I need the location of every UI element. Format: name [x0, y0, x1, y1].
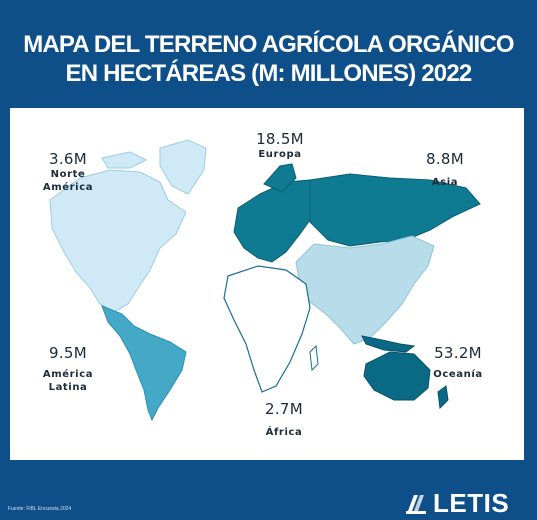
page-title: MAPA DEL TERRENO AGRÍCOLA ORGÁNICO EN HE…	[0, 30, 537, 88]
region-north-america	[49, 169, 187, 313]
value-africa: 2.7M	[265, 400, 303, 418]
label-north-america: 3.6M Norte América	[32, 150, 104, 194]
region-scandinavia	[263, 163, 297, 193]
region-latin-america	[101, 305, 187, 422]
source-note: Fuente: FiBL Encuesta 2024	[8, 506, 72, 512]
region-africa	[223, 265, 311, 393]
world-map-panel: 3.6M Norte América 18.5M Europa 8.8M Asi…	[10, 108, 524, 460]
letis-logo: LETIS	[404, 489, 509, 517]
region-asia	[295, 235, 435, 345]
label-europe: 18.5M Europa	[242, 130, 318, 161]
name-asia: Asia	[431, 177, 459, 188]
world-map	[49, 139, 481, 422]
name-north-america: Norte América	[42, 169, 94, 193]
region-oceania	[363, 351, 431, 401]
name-africa: África	[265, 427, 303, 438]
region-indonesia	[361, 335, 416, 353]
value-asia: 8.8M	[426, 150, 464, 168]
name-latin-america: América Latina	[42, 369, 94, 393]
region-new-zealand	[437, 385, 449, 410]
title-line-2: EN HECTÁREAS (M: MILLONES) 2022	[65, 60, 473, 87]
label-latin-america: 9.5M América Latina	[32, 344, 104, 394]
region-russia	[309, 173, 481, 247]
title-line-1: MAPA DEL TERRENO AGRÍCOLA ORGÁNICO	[23, 31, 514, 58]
value-north-america: 3.6M	[49, 150, 87, 168]
label-asia: 8.8M Asia	[410, 150, 480, 189]
value-europe: 18.5M	[256, 130, 304, 148]
region-canada-islands	[101, 151, 148, 169]
region-greenland	[159, 139, 207, 195]
label-oceania: 53.2M Oceanía	[422, 344, 494, 381]
name-oceania: Oceanía	[433, 369, 483, 380]
region-madagascar	[309, 344, 319, 372]
value-oceania: 53.2M	[434, 344, 482, 362]
value-latin-america: 9.5M	[49, 344, 87, 362]
letis-logo-icon	[406, 495, 426, 514]
logo-text: LETIS	[433, 488, 510, 518]
label-africa: 2.7M África	[246, 400, 322, 439]
name-europe: Europa	[258, 149, 302, 160]
